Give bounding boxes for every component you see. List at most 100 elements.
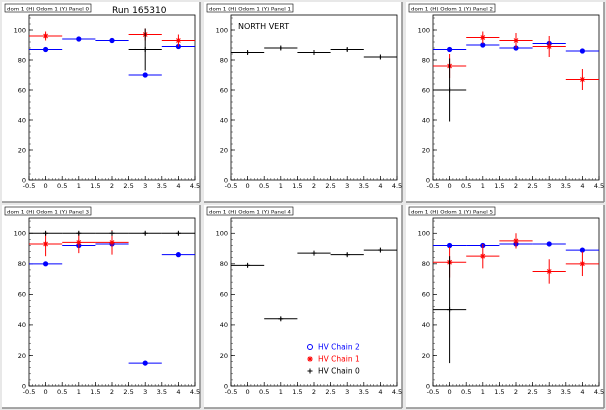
data-point <box>62 230 96 236</box>
y-tick-label: 80 <box>422 56 430 64</box>
y-axis: 0 20 40 60 80 100 <box>14 17 33 184</box>
data-point <box>29 261 63 267</box>
panel-title: dom 1 (H) Odom 1 (Y) Panel 2 <box>411 7 494 12</box>
x-tick-label: 4 <box>378 182 382 190</box>
data-point <box>29 31 63 41</box>
y-tick-label: 100 <box>418 230 430 238</box>
series-hv-chain-2 <box>29 36 195 78</box>
data-point <box>128 360 162 366</box>
series-hv-chain-1 <box>433 31 599 90</box>
panel-title: dom 1 (H) Odom 1 (Y) Panel 3 <box>7 210 90 215</box>
y-tick-label: 40 <box>422 116 430 124</box>
x-tick-label: 2 <box>514 388 518 396</box>
y-tick-label: 0 <box>426 176 430 184</box>
data-point <box>532 259 566 284</box>
marker-star-d2 <box>307 356 313 362</box>
panel-title-frame <box>4 206 92 216</box>
y-tick-label: 0 <box>224 382 228 390</box>
marker-circle <box>546 241 552 247</box>
data-point <box>231 262 265 268</box>
x-tick-label: -0.5 <box>23 182 36 190</box>
y-tick-label: 20 <box>220 352 228 360</box>
data-point <box>499 233 533 249</box>
panel-title: dom 1 (H) Odom 1 (Y) Panel 4 <box>209 210 292 215</box>
x-tick-label: 2.5 <box>527 388 537 396</box>
x-tick-label: 1.5 <box>90 182 100 190</box>
y-tick-label: 80 <box>422 260 430 268</box>
x-tick-label: 2.5 <box>325 182 335 190</box>
x-tick-label: 0.5 <box>461 388 471 396</box>
chart-panel-6: dom 1 (H) Odom 1 (Y) Panel 5-0.5 0 0.5 1 1.5… <box>406 205 605 409</box>
marker-circle <box>109 37 115 44</box>
y-tick-label: 100 <box>14 230 26 238</box>
marker-star-d2 <box>176 38 181 43</box>
y-tick-label: 0 <box>22 176 26 184</box>
series-hv-chain-0 <box>231 45 397 60</box>
legend-label: HV Chain 1 <box>318 355 360 364</box>
x-tick-label: 4 <box>378 388 382 396</box>
marker-circle <box>42 46 49 53</box>
x-tick-label: 4.5 <box>594 388 604 396</box>
y-tick-label: 80 <box>18 260 26 268</box>
data-point <box>161 230 195 236</box>
data-point <box>29 230 63 236</box>
data-point <box>62 36 96 42</box>
marker-circle <box>142 72 148 78</box>
x-tick-label: -0.5 <box>225 388 238 396</box>
y-tick-label: 0 <box>22 382 26 390</box>
legend-item-hv-chain-1: HV Chain 1 <box>307 355 360 364</box>
x-tick-label: 0 <box>246 388 250 396</box>
x-tick-label: 4 <box>580 182 584 190</box>
y-tick-label: 40 <box>220 116 228 124</box>
y-tick-label: 20 <box>220 146 228 154</box>
y-tick-label: 100 <box>418 26 430 34</box>
data-point <box>29 46 63 53</box>
x-tick-label: 2.5 <box>325 388 335 396</box>
y-tick-label: 80 <box>220 56 228 64</box>
x-tick-label: 4 <box>580 388 584 396</box>
panel-title-frame <box>4 3 92 13</box>
series-hv-chain-2 <box>433 241 599 253</box>
series-hv-chain-2 <box>29 241 195 366</box>
x-tick-label: 3.5 <box>359 388 369 396</box>
y-axis: 0 20 40 60 80 100 <box>216 220 235 390</box>
x-tick-label: 2.5 <box>123 182 133 190</box>
data-point <box>466 31 500 44</box>
plot-annotation: NORTH VERT <box>238 22 289 31</box>
legend-label: HV Chain 0 <box>318 367 360 376</box>
x-tick-label: 0.5 <box>259 388 269 396</box>
panel-title: dom 1 (H) Odom 1 (Y) Panel 1 <box>209 7 292 12</box>
y-tick-label: 40 <box>18 321 26 329</box>
x-tick-label: 1 <box>77 388 81 396</box>
x-tick-label: 1 <box>481 182 485 190</box>
data-point <box>264 316 298 322</box>
panel-title: dom 1 (H) Odom 1 (Y) Panel 5 <box>411 210 494 215</box>
x-tick-label: 0 <box>44 388 48 396</box>
y-tick-label: 100 <box>216 26 228 34</box>
legend-item-hv-chain-2: HV Chain 2 <box>307 343 360 352</box>
x-tick-label: 3.5 <box>359 182 369 190</box>
panel-title-box: dom 1 (H) Odom 1 (Y) Panel 3 <box>4 206 92 216</box>
x-tick-label: -0.5 <box>427 388 440 396</box>
panel-title-box: dom 1 (H) Odom 1 (Y) Panel 0 <box>4 3 92 13</box>
marker-star-d2 <box>513 238 519 244</box>
panel-title-frame <box>408 206 496 216</box>
chart-panel-5: dom 1 (H) Odom 1 (Y) Panel 4-0.5 0 0.5 1 1.5… <box>204 205 403 409</box>
data-point <box>433 58 467 122</box>
y-tick-label: 60 <box>18 291 26 299</box>
x-tick-label: 0 <box>246 182 250 190</box>
marker-star-d2 <box>580 261 585 267</box>
data-point <box>95 230 129 236</box>
marker-circle <box>175 252 181 258</box>
x-tick-label: 1.5 <box>494 388 504 396</box>
y-tick-label: 20 <box>422 352 430 360</box>
data-point <box>532 36 566 57</box>
x-tick-label: 2 <box>514 182 518 190</box>
panel-title: dom 1 (H) Odom 1 (Y) Panel 0 <box>7 7 90 12</box>
panel-title-frame <box>206 206 294 216</box>
y-tick-label: 100 <box>14 26 26 34</box>
data-point <box>128 230 162 236</box>
y-tick-label: 60 <box>422 291 430 299</box>
chart-panel-3: dom 1 (H) Odom 1 (Y) Panel 2-0.5 0 0.5 1 1.5… <box>406 2 605 203</box>
